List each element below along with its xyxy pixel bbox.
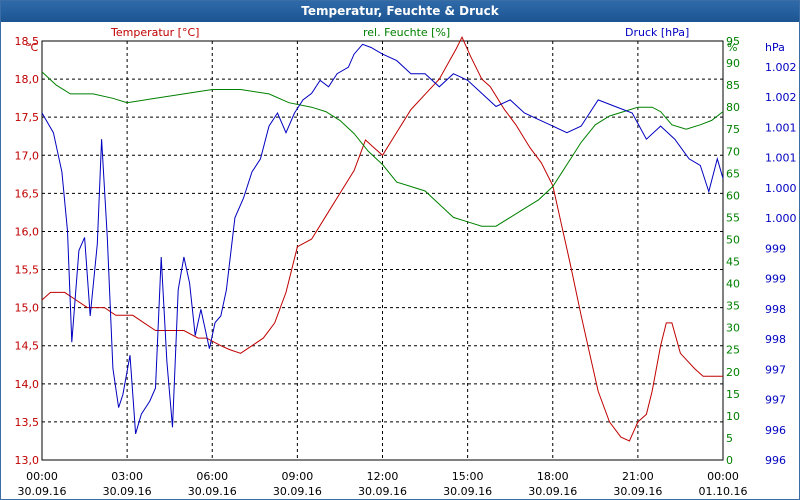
y-tick-temperature: 18,0	[15, 73, 40, 86]
x-tick-date: 01.10.16	[699, 485, 748, 498]
y-tick-pressure: 996	[765, 454, 786, 467]
temperature-unit: °C	[25, 41, 39, 54]
y-tick-pressure: 1.000	[765, 212, 797, 225]
y-tick-temperature: 16,0	[15, 225, 40, 238]
y-tick-humidity: 35	[726, 300, 740, 313]
x-tick-time: 15:00	[452, 470, 484, 483]
y-tick-humidity: 85	[726, 79, 740, 92]
y-tick-humidity: 20	[726, 366, 740, 379]
x-tick-date: 30.09.16	[528, 485, 577, 498]
y-tick-humidity: 70	[726, 145, 740, 158]
y-tick-temperature: 14,5	[15, 340, 40, 353]
y-tick-pressure: 998	[765, 303, 786, 316]
x-tick-date: 30.09.16	[358, 485, 407, 498]
y-tick-temperature: 15,0	[15, 302, 40, 315]
y-tick-temperature: 17,0	[15, 149, 40, 162]
x-tick-time: 21:00	[622, 470, 654, 483]
y-tick-humidity: 25	[726, 344, 740, 357]
y-tick-humidity: 80	[726, 101, 740, 114]
y-tick-humidity: 95	[726, 35, 740, 48]
temperature-series-line	[41, 36, 723, 442]
y-tick-temperature: 13,5	[15, 416, 40, 429]
x-tick-time: 12:00	[367, 470, 399, 483]
y-tick-temperature: 15,5	[15, 264, 40, 277]
y-tick-humidity: 75	[726, 123, 740, 136]
y-tick-humidity: 5	[726, 432, 733, 445]
pressure-series-line	[41, 43, 724, 434]
y-tick-pressure: 1.001	[765, 152, 797, 165]
x-tick-time: 09:00	[282, 470, 314, 483]
pressure-unit: hPa	[765, 41, 785, 54]
x-tick-time: 00:00	[707, 470, 739, 483]
x-tick-date: 30.09.16	[273, 485, 322, 498]
y-tick-humidity: 60	[726, 189, 740, 202]
x-tick-date: 30.09.16	[103, 485, 152, 498]
y-tick-temperature: 16,5	[15, 187, 40, 200]
x-tick-time: 06:00	[196, 470, 228, 483]
y-tick-pressure: 997	[765, 394, 786, 407]
x-tick-time: 18:00	[537, 470, 569, 483]
y-tick-humidity: 45	[726, 256, 740, 269]
humidity-axis-label: rel. Feuchte [%]	[363, 26, 450, 39]
y-tick-pressure: 1.002	[765, 61, 797, 74]
temperature-axis-label: Temperatur [°C]	[110, 26, 199, 39]
y-tick-pressure: 1.002	[765, 91, 797, 104]
y-tick-humidity: 0	[726, 454, 733, 467]
y-tick-humidity: 90	[726, 57, 740, 70]
humidity-unit: %	[727, 41, 737, 54]
y-tick-pressure: 996	[765, 424, 786, 437]
title-bar: Temperatur, Feuchte & Druck	[1, 1, 799, 22]
y-tick-pressure: 998	[765, 333, 786, 346]
y-tick-humidity: 50	[726, 233, 740, 246]
y-tick-pressure: 1.001	[765, 121, 797, 134]
x-tick-date: 30.09.16	[443, 485, 492, 498]
y-tick-temperature: 13,0	[15, 454, 40, 467]
x-tick-date: 30.09.16	[613, 485, 662, 498]
y-tick-temperature: 14,0	[15, 378, 40, 391]
y-tick-pressure: 999	[765, 242, 786, 255]
y-tick-pressure: 997	[765, 363, 786, 376]
y-tick-humidity: 55	[726, 211, 740, 224]
x-tick-date: 30.09.16	[18, 485, 67, 498]
chart-title: Temperatur, Feuchte & Druck	[301, 4, 499, 18]
y-tick-humidity: 10	[726, 410, 740, 423]
pressure-axis-label: Druck [hPa]	[625, 26, 689, 39]
y-tick-temperature: 18,5	[15, 35, 40, 48]
y-tick-humidity: 15	[726, 388, 740, 401]
x-tick-time: 00:00	[26, 470, 58, 483]
y-tick-pressure: 999	[765, 273, 786, 286]
humidity-series-line	[41, 71, 724, 227]
y-tick-humidity: 65	[726, 167, 740, 180]
y-tick-pressure: 1.000	[765, 182, 797, 195]
y-tick-humidity: 40	[726, 278, 740, 291]
x-tick-date: 30.09.16	[188, 485, 237, 498]
x-tick-time: 03:00	[111, 470, 143, 483]
y-tick-temperature: 17,5	[15, 111, 40, 124]
y-tick-humidity: 30	[726, 322, 740, 335]
